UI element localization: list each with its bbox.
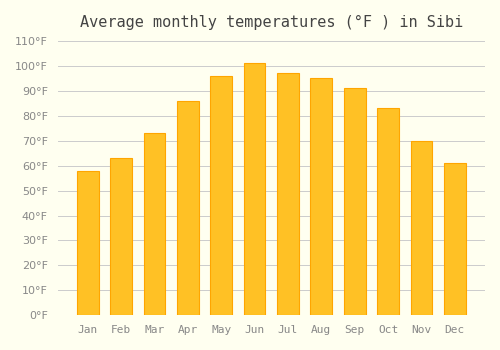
- Bar: [177, 101, 199, 315]
- Bar: [110, 158, 132, 315]
- Bar: [210, 76, 232, 315]
- Bar: [444, 163, 466, 315]
- Bar: [277, 74, 299, 315]
- Bar: [244, 63, 266, 315]
- Bar: [410, 141, 432, 315]
- Title: Average monthly temperatures (°F ) in Sibi: Average monthly temperatures (°F ) in Si…: [80, 15, 463, 30]
- Bar: [77, 170, 98, 315]
- Bar: [344, 88, 366, 315]
- Bar: [377, 108, 399, 315]
- Bar: [144, 133, 166, 315]
- Bar: [310, 78, 332, 315]
